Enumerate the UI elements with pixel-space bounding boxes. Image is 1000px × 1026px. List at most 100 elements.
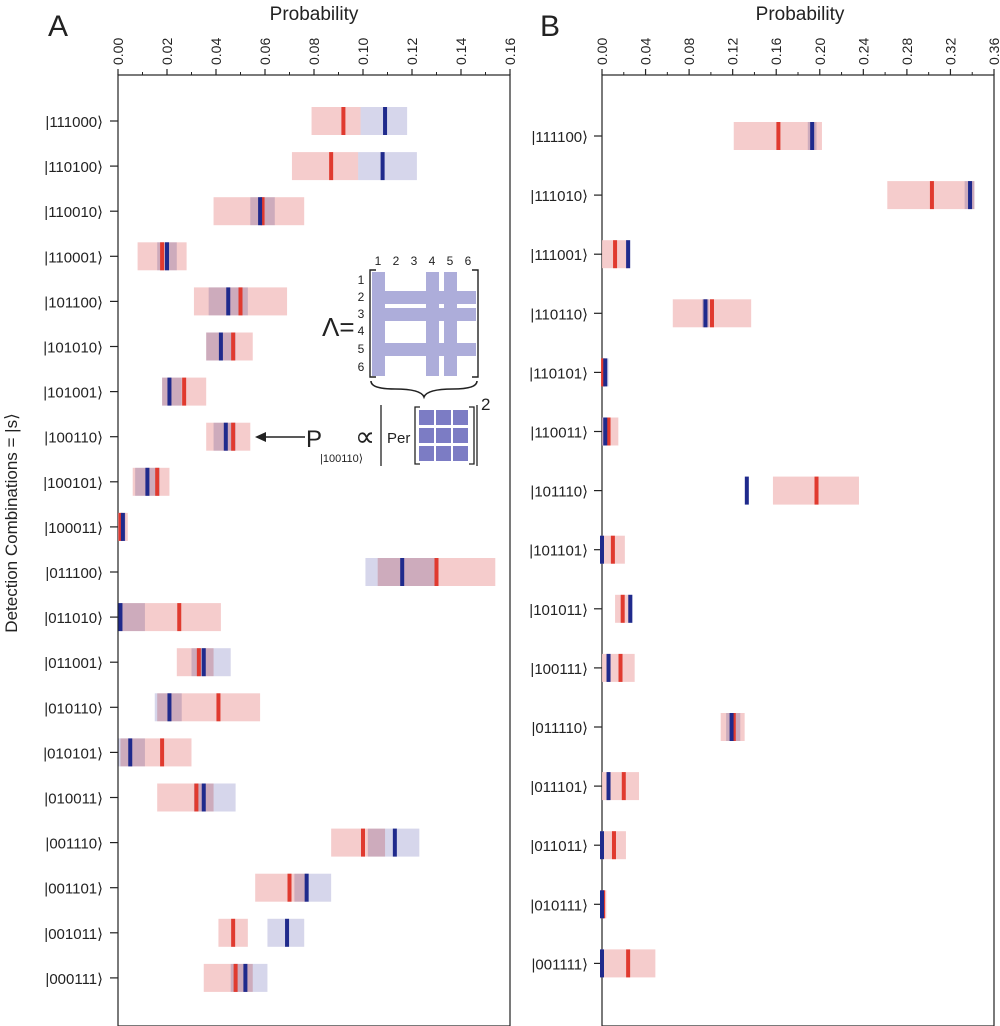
tick-label: 0.04 — [638, 38, 654, 65]
state-label: |011100⟩ — [45, 565, 103, 582]
red-value-mark — [231, 332, 236, 361]
state-label: |001111⟩ — [532, 956, 588, 973]
state-label: |101001⟩ — [43, 385, 103, 402]
matrix-col-label: 4 — [429, 254, 436, 268]
proportional-symbol: ∝ — [355, 421, 375, 452]
blue-value-mark — [968, 181, 973, 210]
tick-label: 0.04 — [208, 38, 224, 65]
red-value-mark — [613, 240, 618, 269]
red-value-mark — [434, 558, 439, 586]
blue-value-mark — [392, 828, 397, 857]
blue-value-mark — [201, 648, 206, 677]
tick-label: 0.36 — [986, 38, 1000, 65]
panel-a-ticks: 0.00 0.02 0.04 0.06 0.08 0.10 0.12 0.14 0.16 — [110, 38, 518, 75]
state-label: |010111⟩ — [530, 897, 588, 914]
submatrix-cell — [419, 446, 434, 461]
p-subscript: |100110⟩ — [320, 453, 363, 465]
blue-value-mark — [243, 963, 248, 992]
state-label: |111000⟩ — [45, 114, 103, 131]
blue-value-mark — [603, 417, 608, 446]
red-value-mark — [160, 242, 165, 271]
red-interval — [311, 107, 361, 135]
blue-interval — [193, 783, 236, 812]
tick-label: 0.28 — [899, 38, 915, 65]
tick-label: 0.14 — [453, 38, 469, 65]
state-label: |011110⟩ — [532, 720, 588, 737]
blue-interval — [358, 152, 417, 181]
blue-value-mark — [600, 949, 604, 978]
panel-a-rows: |111000⟩ |110100⟩ |110010⟩ |110001⟩ |101100⟩… — [43, 107, 496, 992]
tick-label: 0.16 — [502, 38, 518, 65]
red-value-mark — [160, 738, 165, 767]
matrix-row-2-band — [372, 291, 476, 304]
red-value-mark — [361, 828, 365, 857]
state-label: |010110⟩ — [44, 700, 103, 717]
state-label: |011011⟩ — [530, 838, 588, 855]
tick-label: 0.12 — [404, 38, 420, 65]
red-value-mark — [118, 512, 123, 541]
panel-b-rows: |111100⟩ |111010⟩ |111001⟩ |110110⟩ |110101⟩… — [529, 122, 975, 978]
blue-value-mark — [258, 197, 263, 226]
matrix-row-labels: 1 2 3 4 5 6 — [358, 273, 365, 374]
blue-value-mark — [603, 358, 608, 387]
red-value-mark — [776, 122, 781, 150]
blue-value-mark — [120, 512, 125, 541]
matrix-row-label: 4 — [358, 324, 365, 338]
blue-value-mark — [400, 558, 405, 586]
state-label: |110001⟩ — [44, 249, 103, 266]
tick-label: 0.32 — [942, 38, 958, 65]
red-value-mark — [238, 287, 243, 316]
state-label: |110100⟩ — [44, 159, 103, 176]
state-label: |001101⟩ — [44, 881, 103, 898]
panel-b-xlabel: Probability — [756, 4, 845, 25]
red-value-mark — [814, 476, 819, 505]
matrix-brackets — [369, 269, 479, 378]
blue-value-mark — [218, 332, 223, 361]
red-value-mark — [177, 603, 182, 632]
blue-value-mark — [118, 603, 123, 632]
state-label: |101010⟩ — [43, 340, 103, 357]
state-label: |111100⟩ — [532, 129, 588, 146]
red-interval — [291, 152, 359, 181]
blue-value-mark — [226, 287, 231, 316]
tick-label: 0.24 — [855, 38, 871, 65]
state-label: |010101⟩ — [43, 745, 103, 762]
blue-value-mark — [600, 890, 604, 919]
matrix-brace — [370, 380, 478, 400]
blue-value-mark — [606, 653, 611, 682]
panel-b-ticks: 0.00 0.04 0.08 0.12 0.16 0.20 0.24 0.28 0.32 0.36 — [594, 38, 1000, 75]
red-value-mark — [731, 713, 736, 741]
blue-value-mark — [201, 783, 206, 812]
tick-label: 0.06 — [257, 38, 273, 65]
state-label: |101101⟩ — [529, 543, 588, 560]
submatrix-cell — [419, 410, 434, 425]
red-value-mark — [231, 918, 236, 947]
blue-value-mark — [285, 918, 290, 947]
matrix-row-5-band — [372, 343, 476, 356]
red-value-mark — [618, 653, 623, 682]
submatrix-cell — [436, 446, 451, 461]
blue-value-mark — [729, 713, 734, 741]
red-value-mark — [155, 467, 160, 496]
red-value-mark — [260, 197, 265, 226]
blue-value-mark — [628, 594, 633, 623]
blue-value-mark — [223, 422, 228, 451]
blue-value-mark — [810, 122, 815, 150]
blue-value-mark — [744, 476, 749, 505]
blue-value-mark — [167, 377, 172, 406]
tick-label: 0.20 — [812, 38, 828, 65]
submatrix-cell — [436, 428, 451, 443]
red-value-mark — [233, 963, 238, 992]
state-label: |100101⟩ — [43, 475, 103, 492]
blue-value-mark — [145, 467, 150, 496]
panel-b: B Probability 0.00 0.04 0.08 0.12 0.16 0.20 0.… — [529, 4, 1000, 1026]
red-value-mark — [929, 181, 934, 210]
red-value-mark — [216, 693, 221, 722]
p-label: P — [306, 426, 322, 453]
state-label: |100011⟩ — [44, 520, 103, 537]
panel-b-plot-frame — [601, 74, 995, 1026]
y-axis-label: Detection Combinations = |s⟩ — [2, 413, 21, 632]
blue-interval — [294, 873, 332, 902]
blue-value-mark — [128, 738, 133, 767]
